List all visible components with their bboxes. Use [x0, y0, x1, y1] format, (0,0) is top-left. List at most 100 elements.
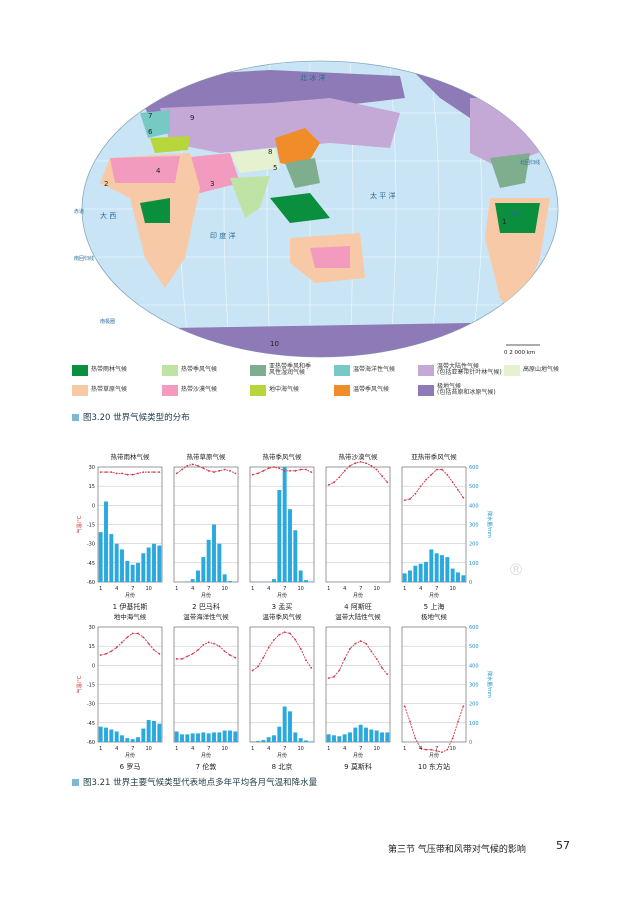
legend-label: 温带海洋性气候 — [353, 365, 396, 373]
month-tick-label: 7 — [131, 586, 134, 592]
temperature-point — [191, 463, 194, 466]
temperature-point — [153, 471, 155, 474]
temperature-point — [273, 638, 275, 641]
temperature-point — [343, 658, 346, 660]
precip-bar — [298, 738, 303, 742]
temperature-point — [327, 483, 330, 486]
precip-tick-label: 300 — [469, 523, 479, 529]
month-axis-label: 月份 — [125, 752, 135, 759]
temp-tick-label: -30 — [87, 702, 95, 708]
month-tick-label: 1 — [251, 586, 254, 592]
label-tropic-n: 北回归线 — [520, 159, 540, 166]
label-atlantic: 大 西 — [100, 211, 116, 220]
precip-bar — [282, 467, 287, 582]
precip-bar — [98, 726, 103, 742]
precip-bar — [222, 574, 227, 582]
month-tick-label: 10 — [373, 746, 379, 752]
precip-tick-label: 0 — [469, 580, 472, 586]
month-tick-label: 10 — [297, 586, 303, 592]
temperature-point — [333, 481, 335, 484]
precip-bar — [206, 733, 211, 742]
month-tick-label: 7 — [435, 746, 438, 752]
month-tick-label: 10 — [221, 586, 227, 592]
temperature-point — [213, 471, 215, 474]
temp-tick-label: 30 — [89, 465, 95, 471]
temperature-point — [126, 636, 129, 639]
temperature-point — [386, 673, 389, 676]
temperature-line — [252, 631, 312, 671]
precip-bar — [277, 490, 282, 582]
figure-caption-3-21: 图3.21 世界主要气候类型代表地点多年平均各月气温和降水量 — [72, 776, 317, 788]
precip-bar — [228, 581, 232, 582]
month-tick-label: 4 — [343, 746, 346, 752]
precip-bar — [424, 561, 428, 582]
world-climate-map: 北 冰 洋 大 西 印 度 洋 太 平 洋 赤道 赤道 南回归线 北回归线 南极… — [70, 58, 570, 360]
temperature-point — [267, 646, 270, 649]
legend-swatch — [250, 364, 266, 376]
precip-bar — [429, 549, 434, 582]
temperature-point — [234, 656, 237, 659]
legend-swatch — [418, 364, 434, 376]
precip-bar — [222, 730, 227, 742]
legend-label: 地中海气候 — [269, 385, 300, 393]
precip-bar — [261, 740, 266, 742]
temperature-line — [176, 641, 236, 660]
precip-bar — [104, 501, 108, 582]
label-equator-right: 赤道 — [510, 210, 520, 217]
temperature-point — [105, 471, 107, 474]
label-tropic-s: 南回归线 — [74, 255, 94, 262]
precip-bar — [109, 534, 114, 582]
temperature-point — [158, 471, 161, 474]
temperature-point — [229, 469, 231, 472]
precip-bar — [337, 736, 342, 742]
legend-item: 温带海洋性气候 — [334, 364, 395, 376]
chart-title: 地中海气候 — [114, 612, 147, 621]
month-tick-label: 7 — [131, 746, 134, 752]
month-axis-label: 月份 — [125, 592, 135, 599]
temperature-point — [234, 472, 237, 475]
precip-bar — [125, 560, 130, 582]
precip-bar — [141, 728, 146, 742]
month-tick-label: 4 — [343, 586, 346, 592]
temp-tick-label: -30 — [87, 542, 95, 548]
temperature-point — [457, 720, 459, 723]
precip-bar — [358, 724, 363, 742]
month-tick-label: 10 — [373, 586, 379, 592]
precip-bar — [141, 553, 146, 582]
precip-bar — [120, 549, 124, 582]
temperature-point — [147, 642, 150, 645]
month-tick-label: 10 — [221, 746, 227, 752]
legend-label: 高原山地气候 — [523, 365, 560, 373]
temperature-point — [186, 464, 189, 467]
legend-label: 热带沙漠气候 — [181, 385, 218, 393]
temperature-point — [462, 705, 465, 708]
month-tick-label: 7 — [283, 746, 286, 752]
registered-watermark: ® — [508, 560, 524, 579]
legend-swatch — [334, 384, 350, 396]
temperature-point — [278, 467, 281, 470]
precip-bar — [277, 726, 282, 742]
temperature-point — [191, 652, 194, 655]
precip-bar — [369, 729, 374, 742]
legend-label: 亚热带季风和季 风性湿润气候 — [269, 362, 312, 376]
chart-title: 极地气候 — [421, 612, 448, 621]
legend-item: 极地气候 (包括苔原和冰原气候) — [418, 383, 496, 396]
precip-bar — [326, 734, 331, 742]
chart-title: 温带大陆性气候 — [335, 612, 381, 621]
station-name: 10 东方站 — [418, 762, 450, 770]
scale-bar: 0 2 000 km — [504, 344, 540, 356]
temperature-point — [441, 751, 443, 754]
temperature-point — [333, 675, 335, 678]
temperature-point — [299, 647, 302, 650]
temperature-point — [137, 472, 139, 475]
temp-tick-label: 15 — [89, 484, 95, 490]
station-name: 7 伦敦 — [196, 762, 217, 770]
precip-tick-label: 100 — [469, 561, 479, 567]
precip-bar — [445, 557, 450, 582]
temperature-point — [359, 640, 362, 642]
station-name: 1 伊基托斯 — [113, 602, 148, 611]
precip-tick-label: 100 — [469, 721, 479, 727]
legend-item: 地中海气候 — [250, 384, 299, 396]
temperature-point — [425, 478, 427, 481]
temperature-point — [110, 471, 113, 474]
